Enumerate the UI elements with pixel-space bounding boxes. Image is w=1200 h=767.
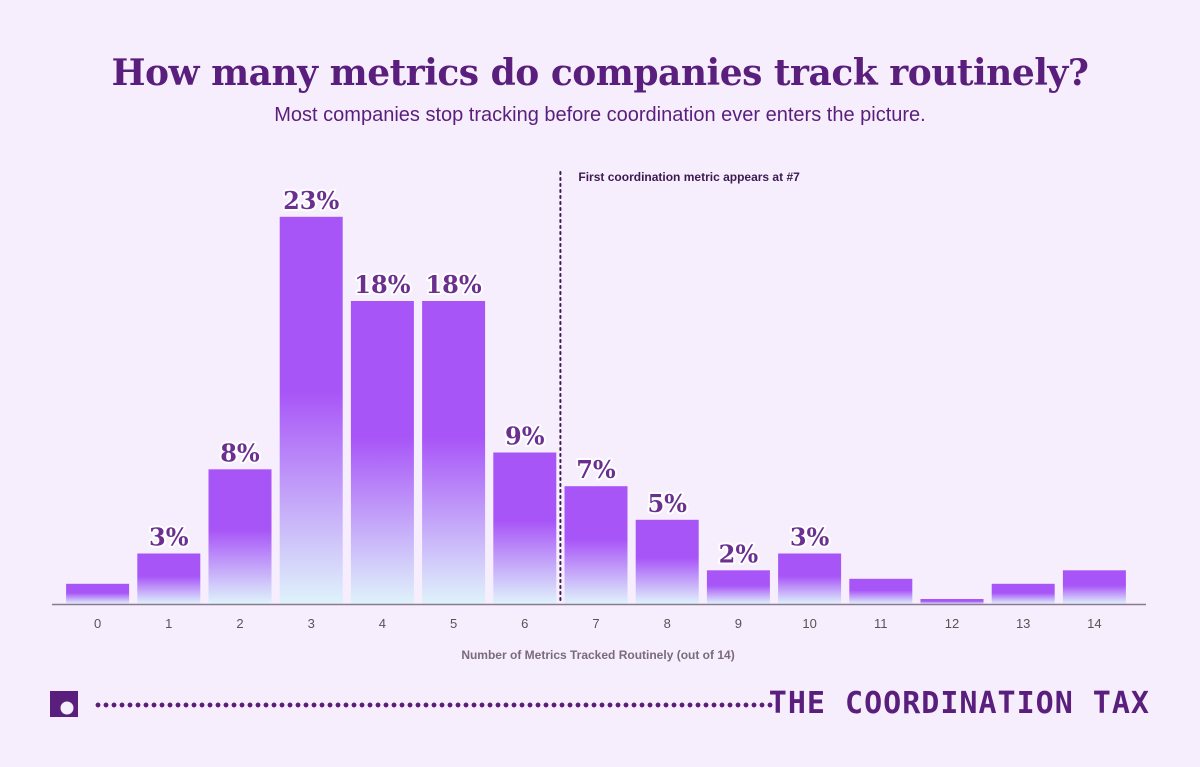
brand-logo-icon — [50, 691, 78, 717]
bar-11 — [849, 578, 913, 605]
x-tick-0: 0 — [94, 616, 101, 631]
annotation-text: First coordination metric appears at #7 — [578, 170, 800, 184]
bar-14 — [1062, 570, 1126, 604]
chart-title: How many metrics do companies track rout… — [111, 52, 1089, 94]
x-tick-11: 11 — [874, 616, 888, 631]
value-labels-layer: 3% 8% 23% 18% 18% 9% 7% 5% 2% 3% — [147, 184, 831, 570]
value-label-6: 9% — [505, 422, 545, 451]
x-tick-4: 4 — [379, 616, 386, 631]
brand-name: THE COORDINATION TAX — [768, 686, 1150, 721]
bar-0 — [66, 583, 130, 604]
value-label-9: 2% — [719, 539, 759, 568]
bar-2 — [208, 469, 272, 604]
x-tick-9: 9 — [735, 616, 742, 631]
value-label-2: 8% — [220, 438, 260, 467]
value-label-4: 18% — [354, 270, 410, 299]
x-tick-13: 13 — [1016, 616, 1030, 631]
x-tick-12: 12 — [945, 616, 959, 631]
bar-7 — [564, 486, 628, 604]
chart-subtitle: Most companies stop tracking before coor… — [274, 104, 926, 126]
x-tick-5: 5 — [450, 616, 457, 631]
x-axis-label: Number of Metrics Tracked Routinely (out… — [461, 648, 734, 662]
value-label-8: 5% — [647, 489, 687, 518]
bar-chart: 3%8%23%18% 18%9%7%5%2%3% 0 1 2 3 4 5 6 7 8 9 10 11 12… — [52, 170, 1146, 662]
x-tick-14: 14 — [1087, 616, 1101, 631]
bar-5 — [422, 301, 486, 604]
bar-8 — [635, 519, 699, 604]
bar-1 — [137, 553, 201, 604]
x-tick-labels: 0 1 2 3 4 5 6 7 8 9 10 11 12 13 14 — [94, 616, 1102, 631]
x-tick-6: 6 — [521, 616, 528, 631]
value-label-7: 7% — [576, 455, 616, 484]
bar-12 — [920, 599, 984, 604]
x-tick-7: 7 — [592, 616, 599, 631]
x-tick-1: 1 — [165, 616, 172, 631]
value-label-3: 23% — [283, 186, 339, 215]
value-label-5: 18% — [425, 270, 481, 299]
bar-13 — [991, 583, 1055, 604]
bar-10 — [778, 553, 842, 604]
x-tick-8: 8 — [664, 616, 671, 631]
x-tick-3: 3 — [308, 616, 315, 631]
footer-dotted-divider — [94, 702, 774, 708]
bar-3 — [279, 216, 343, 605]
value-label-1: 3% — [149, 523, 189, 552]
bars-layer — [66, 216, 1126, 605]
value-label-10: 3% — [790, 523, 830, 552]
x-tick-2: 2 — [236, 616, 243, 631]
bar-4 — [350, 301, 414, 604]
x-tick-10: 10 — [802, 616, 816, 631]
bar-9 — [706, 570, 770, 604]
bar-6 — [493, 452, 557, 604]
